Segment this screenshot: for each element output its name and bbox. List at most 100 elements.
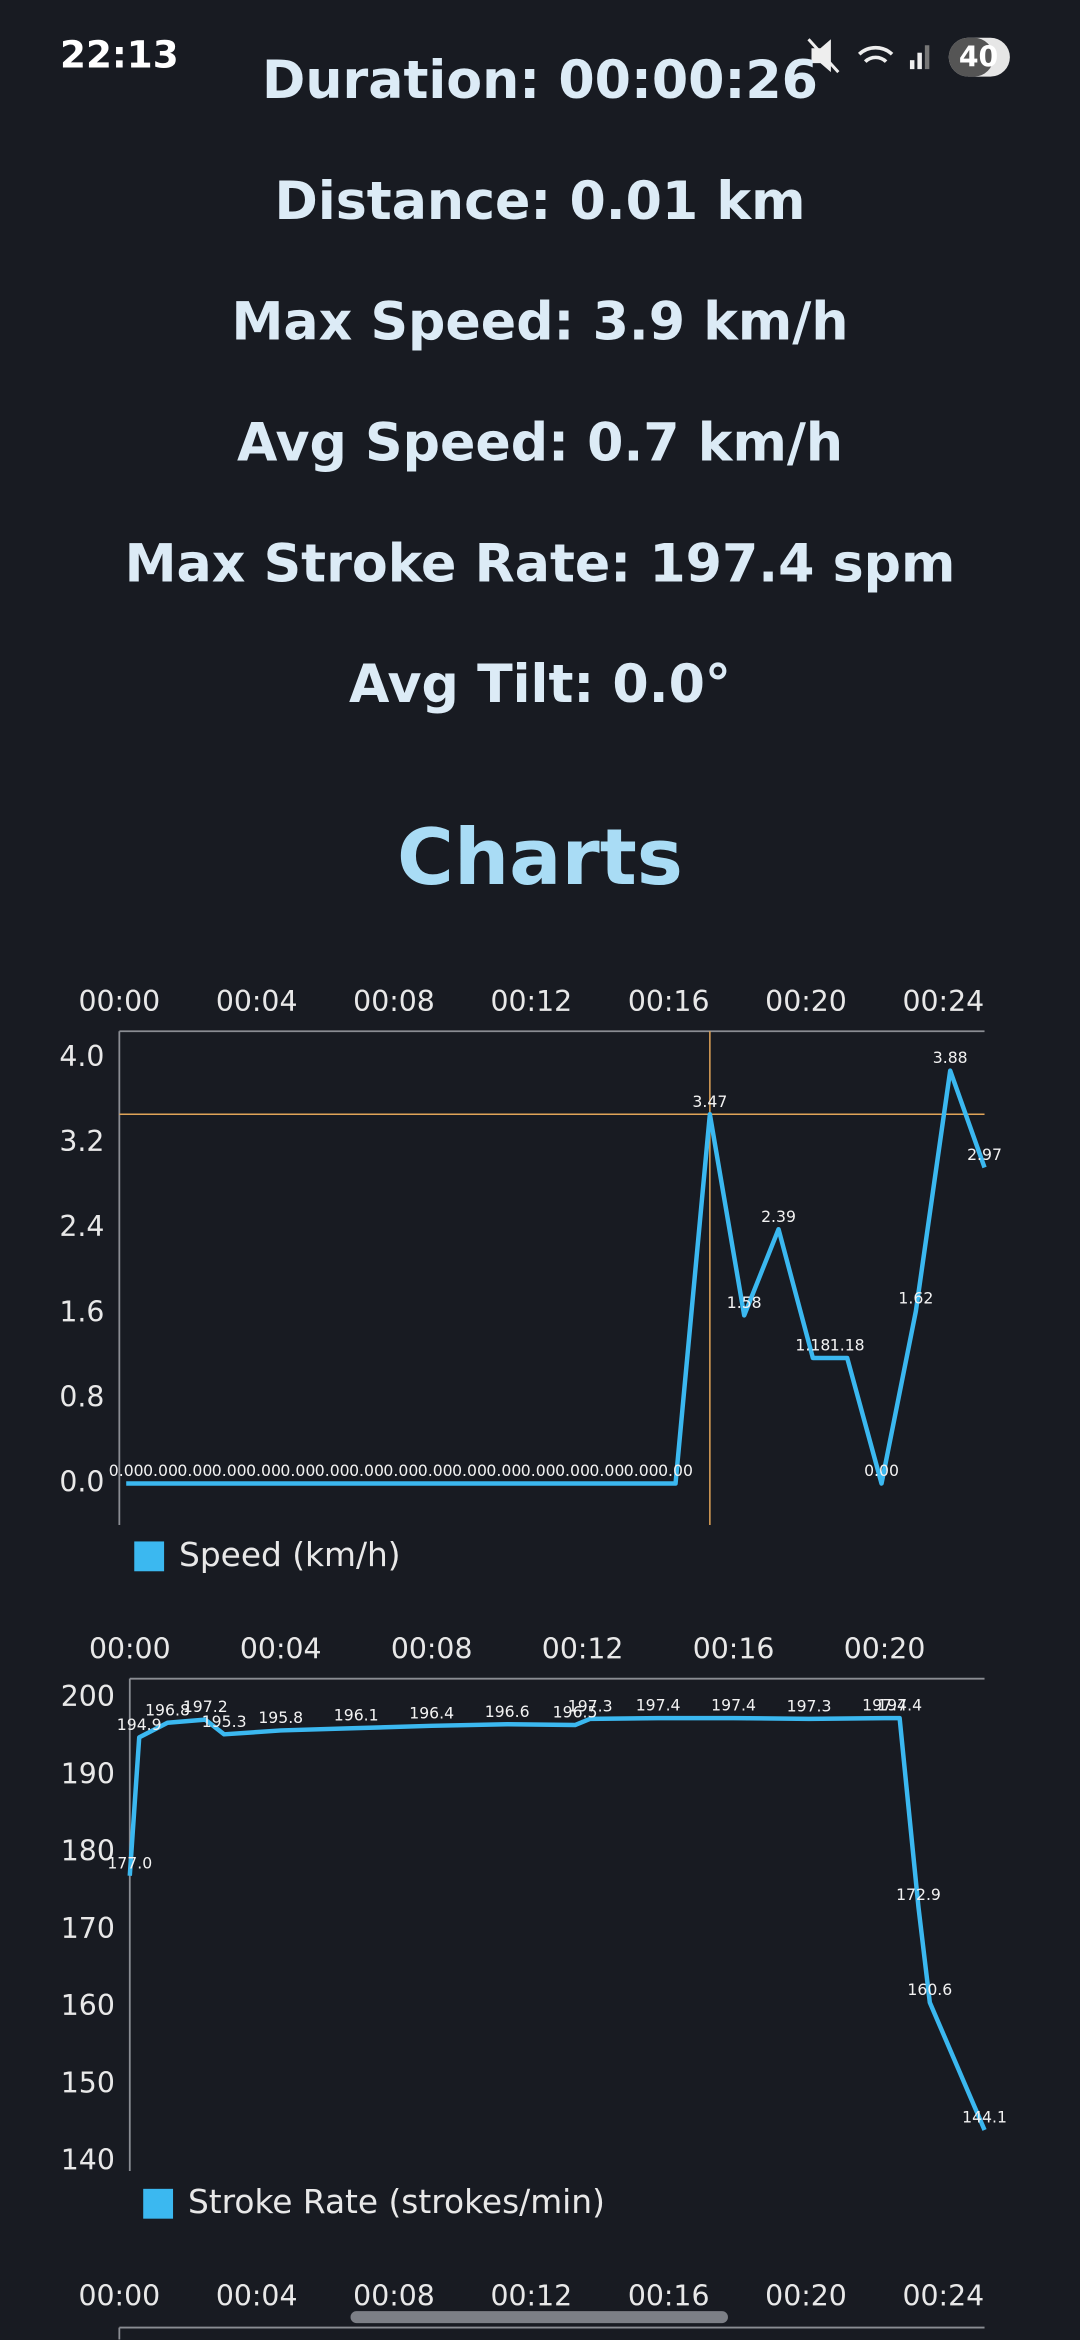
- data-line: [126, 1068, 987, 1486]
- data-label: 0.00: [246, 1461, 281, 1480]
- y-tick-label: 1.6: [59, 1295, 104, 1328]
- data-label: 0.00: [589, 1461, 624, 1480]
- x-tick-label: 00:12: [542, 1632, 624, 1665]
- data-label: 0.00: [624, 1461, 659, 1480]
- data-label: 194.9: [117, 1715, 162, 1734]
- stat-line: Duration: 00:00:26: [262, 51, 818, 111]
- data-label: 2.39: [761, 1207, 796, 1226]
- stat-line: Avg Tilt: 0.0°: [349, 655, 731, 715]
- legend-swatch: [134, 1541, 165, 1572]
- x-tick-label: 00:24: [903, 985, 985, 1018]
- data-label: 3.88: [933, 1048, 968, 1067]
- data-label: 0.00: [177, 1461, 212, 1480]
- data-label: 195.8: [258, 1708, 303, 1727]
- chart: 00:00 00:04 00:08 00:12 00:16 00:20 00:24 0.0 0.…: [59, 985, 1002, 1574]
- x-tick-label: 00:12: [491, 2280, 573, 2313]
- x-tick-label: 00:24: [903, 2280, 985, 2313]
- chart: 00:00 00:04 00:08 00:12 00:16 00:20 00:24: [79, 2280, 985, 2340]
- x-tick-label: 00:16: [628, 985, 710, 1018]
- battery-level: 40: [959, 41, 998, 74]
- y-tick-label: 0.0: [59, 1466, 104, 1499]
- data-label: 0.00: [280, 1461, 315, 1480]
- y-tick-label: 2.4: [59, 1210, 104, 1243]
- x-tick-label: 00:20: [844, 1632, 926, 1665]
- data-label: 0.00: [383, 1461, 418, 1480]
- data-label: 0.00: [864, 1461, 899, 1480]
- x-tick-label: 00:16: [628, 2280, 710, 2313]
- x-tick-label: 00:00: [79, 985, 161, 1018]
- legend-label: Stroke Rate (strokes/min): [188, 2183, 605, 2221]
- home-indicator: [350, 2311, 728, 2324]
- data-label: 172.9: [896, 1885, 941, 1904]
- chart: 00:00 00:04 00:08 00:12 00:16 00:20 140 150 160 1…: [61, 1632, 1007, 2221]
- data-label: 1.58: [727, 1293, 762, 1312]
- legend-label: Speed (km/h): [179, 1536, 401, 1574]
- data-label: 0.00: [658, 1461, 693, 1480]
- y-tick-label: 140: [61, 2144, 115, 2177]
- data-label: 1.18: [830, 1336, 865, 1355]
- data-label: 197.4: [877, 1696, 922, 1715]
- data-label: 1.62: [898, 1289, 933, 1308]
- x-tick-label: 00:20: [765, 2280, 847, 2313]
- data-label: 196.1: [334, 1706, 379, 1725]
- data-line: [127, 1715, 987, 2131]
- data-label: 144.1: [962, 2108, 1007, 2127]
- y-tick-label: 150: [61, 2066, 115, 2099]
- stat-line: Avg Speed: 0.7 km/h: [237, 414, 843, 474]
- stat-line: Max Stroke Rate: 197.4 spm: [125, 534, 956, 594]
- x-tick-label: 00:00: [89, 1632, 171, 1665]
- data-label: 3.47: [692, 1092, 727, 1111]
- y-tick-label: 180: [61, 1835, 115, 1868]
- y-tick-label: 160: [61, 1989, 115, 2022]
- data-label: 0.00: [486, 1461, 521, 1480]
- stats: Duration: 00:00:26 Distance: 0.01 km Max S…: [125, 51, 956, 715]
- y-tick-label: 200: [61, 1680, 115, 1713]
- y-tick-label: 3.2: [59, 1125, 104, 1158]
- data-label: 196.4: [409, 1703, 454, 1722]
- data-label: 0.00: [349, 1461, 384, 1480]
- y-tick-label: 170: [61, 1912, 115, 1945]
- x-tick-label: 00:04: [216, 985, 298, 1018]
- x-tick-label: 00:16: [693, 1632, 775, 1665]
- data-label: 0.00: [109, 1461, 144, 1480]
- data-label: 1.18: [795, 1336, 830, 1355]
- data-label: 0.00: [315, 1461, 350, 1480]
- data-label: 196.5: [553, 1703, 598, 1722]
- data-label: 197.2: [183, 1697, 228, 1716]
- data-label: 2.97: [967, 1145, 1002, 1164]
- x-tick-label: 00:20: [765, 985, 847, 1018]
- data-label: 196.6: [485, 1702, 530, 1721]
- x-tick-label: 00:04: [240, 1632, 322, 1665]
- data-label: 196.8: [145, 1700, 190, 1719]
- stat-line: Max Speed: 3.9 km/h: [231, 293, 848, 353]
- section-heading: Charts: [397, 813, 683, 903]
- status-icons: [807, 37, 1010, 77]
- data-label: 197.3: [787, 1696, 832, 1715]
- status-time: 22:13: [60, 33, 179, 77]
- data-label: 0.00: [418, 1461, 453, 1480]
- data-label: 0.00: [452, 1461, 487, 1480]
- stat-line: Distance: 0.01 km: [275, 172, 806, 232]
- data-label: 0.00: [555, 1461, 590, 1480]
- data-label: 197.4: [711, 1696, 756, 1715]
- data-label: 160.6: [907, 1980, 952, 1999]
- x-tick-label: 00:08: [353, 985, 435, 1018]
- data-label: 197.3: [568, 1696, 613, 1715]
- y-tick-label: 4.0: [59, 1040, 104, 1073]
- x-tick-label: 00:00: [79, 2280, 161, 2313]
- x-tick-label: 00:08: [391, 1632, 473, 1665]
- y-tick-label: 190: [61, 1757, 115, 1790]
- x-tick-label: 00:08: [353, 2280, 435, 2313]
- x-tick-label: 00:12: [491, 985, 573, 1018]
- data-label: 195.3: [202, 1712, 247, 1731]
- data-label: 0.00: [212, 1461, 247, 1480]
- y-tick-label: 0.8: [59, 1380, 104, 1413]
- data-label: 0.00: [521, 1461, 556, 1480]
- data-label: 197.4: [636, 1696, 681, 1715]
- data-label: 177.0: [107, 1853, 152, 1872]
- legend-swatch: [143, 2188, 174, 2219]
- data-label: 197.4: [862, 1696, 907, 1715]
- x-tick-label: 00:04: [216, 2280, 298, 2313]
